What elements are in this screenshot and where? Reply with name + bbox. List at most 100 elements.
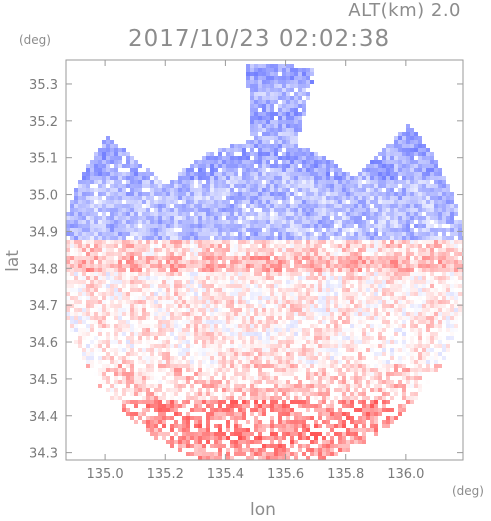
field-cell (422, 196, 426, 200)
field-cell (106, 176, 110, 180)
field-cell (374, 288, 378, 292)
field-cell (318, 188, 322, 192)
field-cell (302, 216, 306, 220)
field-cell (410, 320, 414, 324)
field-cell (150, 312, 154, 316)
field-cell (258, 292, 262, 296)
field-cell (406, 220, 410, 224)
field-cell (366, 288, 370, 292)
field-cell (106, 168, 110, 172)
field-cell (114, 292, 118, 296)
field-cell (274, 72, 278, 76)
field-cell (302, 296, 306, 300)
field-cell (314, 332, 318, 336)
field-cell (394, 256, 398, 260)
field-cell (454, 272, 458, 276)
field-cell (330, 276, 334, 280)
field-cell (418, 196, 422, 200)
field-cell (166, 364, 170, 368)
field-cell (366, 204, 370, 208)
field-cell (254, 280, 258, 284)
field-cell (402, 220, 406, 224)
field-cell (306, 68, 310, 72)
field-cell (74, 320, 78, 324)
field-cell (230, 272, 234, 276)
field-cell (146, 296, 150, 300)
field-cell (166, 324, 170, 328)
field-cell (206, 356, 210, 360)
field-cell (242, 232, 246, 236)
field-cell (314, 260, 318, 264)
field-cell (386, 192, 390, 196)
field-cell (242, 364, 246, 368)
field-cell (222, 248, 226, 252)
field-cell (394, 244, 398, 248)
field-cell (310, 220, 314, 224)
field-cell (310, 348, 314, 352)
field-cell (270, 80, 274, 84)
field-cell (434, 292, 438, 296)
field-cell (286, 272, 290, 276)
field-cell (210, 160, 214, 164)
field-cell (306, 232, 310, 236)
field-cell (238, 256, 242, 260)
field-cell (130, 252, 134, 256)
field-cell (82, 188, 86, 192)
field-cell (146, 216, 150, 220)
field-cell (166, 316, 170, 320)
field-cell (174, 240, 178, 244)
field-cell (330, 264, 334, 268)
field-cell (330, 160, 334, 164)
field-cell (162, 200, 166, 204)
field-cell (402, 236, 406, 240)
field-cell (82, 276, 86, 280)
field-cell (110, 276, 114, 280)
field-cell (370, 236, 374, 240)
field-cell (354, 200, 358, 204)
field-cell (362, 224, 366, 228)
field-cell (414, 276, 418, 280)
field-cell (70, 272, 74, 276)
field-cell (190, 192, 194, 196)
field-cell (266, 196, 270, 200)
field-cell (138, 368, 142, 372)
field-cell (334, 240, 338, 244)
field-cell (178, 188, 182, 192)
field-cell (182, 356, 186, 360)
field-cell (130, 348, 134, 352)
field-cell (314, 192, 318, 196)
field-cell (286, 68, 290, 72)
field-cell (430, 260, 434, 264)
field-cell (154, 284, 158, 288)
field-cell (142, 328, 146, 332)
field-cell (130, 212, 134, 216)
field-cell (182, 284, 186, 288)
field-cell (342, 360, 346, 364)
field-cell (282, 248, 286, 252)
field-cell (114, 284, 118, 288)
field-cell (154, 336, 158, 340)
field-cell (378, 168, 382, 172)
field-cell (214, 204, 218, 208)
field-cell (234, 300, 238, 304)
field-cell (422, 200, 426, 204)
field-cell (298, 200, 302, 204)
field-cell (426, 260, 430, 264)
field-cell (86, 252, 90, 256)
field-cell (206, 212, 210, 216)
field-cell (350, 344, 354, 348)
field-cell (190, 336, 194, 340)
field-cell (246, 212, 250, 216)
field-cell (450, 220, 454, 224)
field-cell (402, 188, 406, 192)
field-cell (290, 304, 294, 308)
field-cell (206, 188, 210, 192)
field-cell (162, 332, 166, 336)
field-cell (394, 160, 398, 164)
field-cell (130, 244, 134, 248)
field-cell (130, 160, 134, 164)
field-cell (430, 288, 434, 292)
field-cell (238, 236, 242, 240)
field-cell (286, 248, 290, 252)
field-cell (290, 244, 294, 248)
